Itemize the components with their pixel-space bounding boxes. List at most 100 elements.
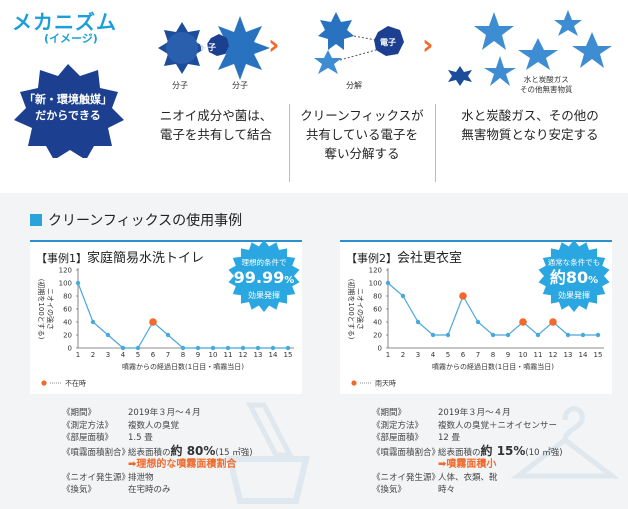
- case2-data-point: [475, 319, 481, 325]
- case1-info-value-prefix: 総表面積の: [128, 447, 171, 458]
- case1-info-value: 1.5 畳: [128, 433, 153, 443]
- harmless-label-line-2: その他無害物質: [520, 85, 573, 94]
- case1-info-highlight: ➡理想的な噴霧面積割合: [128, 459, 237, 470]
- case2-x-tick-label: 1: [386, 351, 390, 359]
- case1-x-tick-label: 7: [166, 351, 170, 359]
- case2-x-tick-label: 12: [549, 351, 558, 359]
- case2-y-axis-label-line-2: (初期を100とする): [347, 279, 356, 340]
- case1-info-value: 複数人の臭覚: [128, 420, 180, 431]
- case1-info-row: 《換気》 在宅時のみ: [62, 484, 302, 497]
- case1-x-tick-label: 8: [181, 351, 185, 359]
- case1-spray-ratio: 約 80%: [170, 443, 216, 458]
- case1-x-tick-label: 11: [224, 351, 233, 359]
- case1-y-tick-label: 40: [63, 319, 72, 327]
- case1-data-point: [270, 345, 276, 351]
- case2-spray-ratio: 約 15%: [480, 443, 526, 458]
- case1-effect-unit: %: [284, 275, 295, 286]
- case1-data-point: [90, 319, 96, 325]
- case2-x-tick-label: 5: [446, 351, 450, 359]
- molecule-label-right: 分子: [232, 81, 248, 90]
- case1-x-tick-label: 15: [284, 351, 293, 359]
- case2-x-tick-label: 8: [491, 351, 495, 359]
- case2-heading: 【事例2】会社更衣室: [346, 247, 462, 266]
- case1-info-value: 排泄物: [128, 472, 154, 483]
- decompose-label: 分解: [346, 81, 362, 90]
- case1-x-tick-label: 9: [196, 351, 200, 359]
- case1-x-tick-label: 4: [121, 351, 126, 359]
- case2-info-value: 人体、衣類、靴: [438, 472, 498, 483]
- case2-info-value: 時々: [438, 485, 456, 495]
- case1-legend-marker: [41, 380, 47, 386]
- case1-y-tick-label: 0: [68, 345, 72, 353]
- case2-info-value: 複数人の臭覚＋ニオイセンサー: [438, 420, 558, 431]
- case1-effect-line-3: 効果発揮: [248, 291, 280, 300]
- case2-info-row: 《期間》 2019年３月～４月: [372, 407, 612, 420]
- case2-data-point: [400, 293, 406, 299]
- case2-y-tick-label: 80: [373, 293, 382, 301]
- case2-effect-text: 通常な条件でも 約80% 効果発揮: [536, 256, 612, 302]
- case1-heading: 【事例1】家庭簡易水洗トイレ: [36, 247, 204, 266]
- case2-y-axis-label: ニオイの強さ(初期を100とする): [347, 279, 364, 340]
- case2-x-tick-label: 13: [564, 351, 573, 359]
- case1-y-axis-label: ニオイの強さ(初期を100とする): [37, 279, 54, 340]
- case2-highlight-point: [519, 318, 527, 326]
- case1-info-row: ➡理想的な噴霧面積割合: [62, 459, 302, 472]
- case1-effect-text: 理想的条件で 99.99% 効果発揮: [226, 256, 302, 302]
- case2-y-tick-label: 60: [373, 306, 382, 314]
- case2-legend-label: 雨天時: [375, 380, 396, 388]
- case2-effect-unit: %: [588, 275, 599, 286]
- case2-data-point: [505, 332, 511, 338]
- case1-tag: 【事例1】: [36, 252, 87, 265]
- step2-desc-line-3: 奪い分解する: [324, 146, 400, 161]
- case1-x-tick-label: 1: [76, 351, 80, 359]
- case1-x-tick-label: 10: [209, 351, 218, 359]
- case2-data-point: [490, 332, 496, 338]
- case2-info-key: 《換気》: [372, 485, 407, 495]
- case2-data-point: [430, 332, 436, 338]
- catalyst-badge: [14, 64, 124, 158]
- case1-y-tick-label: 120: [59, 267, 72, 275]
- case2-x-tick-label: 11: [534, 351, 543, 359]
- case1-y-tick-label: 20: [63, 332, 72, 340]
- case2-data-point: [415, 319, 421, 325]
- electron-label-1: 電子: [200, 43, 216, 52]
- case1-info-key: 《期間》: [62, 408, 97, 418]
- case1-data-point: [75, 280, 81, 286]
- case2-x-tick-label: 4: [431, 351, 436, 359]
- case1-x-tick-label: 6: [151, 351, 156, 359]
- case1-x-tick-label: 2: [91, 351, 95, 359]
- case1-info-key: 《噴霧面積割合》: [62, 447, 131, 458]
- case2-info-highlight: ➡噴霧面積小: [438, 459, 497, 470]
- case2-x-tick-label: 3: [416, 351, 420, 359]
- case2-info-row: 《部屋面積》 12 畳: [372, 432, 612, 445]
- case2-effect-value: 約80: [549, 268, 589, 287]
- case1-x-tick-label: 14: [269, 351, 278, 359]
- case1-effect-line-1: 理想的条件で: [241, 258, 287, 267]
- case2-name: 会社更衣室: [397, 251, 463, 266]
- case2-info: 《期間》 2019年３月～４月 《測定方法》 複数人の臭覚＋ニオイセンサー 《部屋面積》…: [372, 407, 612, 497]
- case2-info-key: 《ニオイ発生源》: [372, 472, 441, 483]
- toilet-brush-illustration: [226, 402, 310, 504]
- case1-y-axis-label-line-2: (初期を100とする): [37, 279, 46, 340]
- case2-info-key: 《期間》: [372, 408, 407, 418]
- case1-x-tick-label: 12: [239, 351, 248, 359]
- step1-desc-line-2: 電子を共有して結合: [159, 127, 273, 142]
- step2-desc-line-1: クリーンフィックスが: [300, 108, 424, 123]
- case1-x-axis-label: 噴霧からの経過日数(1日目・噴霧当日): [122, 362, 244, 371]
- case1-info-row: 《期間》 2019年３月～４月: [62, 407, 302, 420]
- case1-effect-badge: [228, 240, 300, 312]
- case2-highlight-point: [549, 318, 557, 326]
- case2-data-point: [595, 332, 601, 338]
- harmless-substances-illustration: [448, 10, 612, 86]
- case2-data-point: [385, 280, 391, 286]
- case1-data-point: [120, 345, 126, 351]
- molecule-label-left: 分子: [172, 81, 188, 90]
- case1-data-point: [225, 345, 231, 351]
- case1-info-value-suffix: (15 ㎡強): [215, 447, 253, 458]
- case2-effect-line-1: 通常な条件でも: [547, 258, 601, 267]
- case2-y-tick-label: 40: [373, 319, 382, 327]
- hanger-illustration: [510, 406, 620, 479]
- case2-info-key: 《部屋面積》: [372, 433, 424, 443]
- case2-info-key: 《測定方法》: [372, 420, 424, 431]
- case2-info-row: 《ニオイ発生源》人体、衣類、靴: [372, 472, 612, 485]
